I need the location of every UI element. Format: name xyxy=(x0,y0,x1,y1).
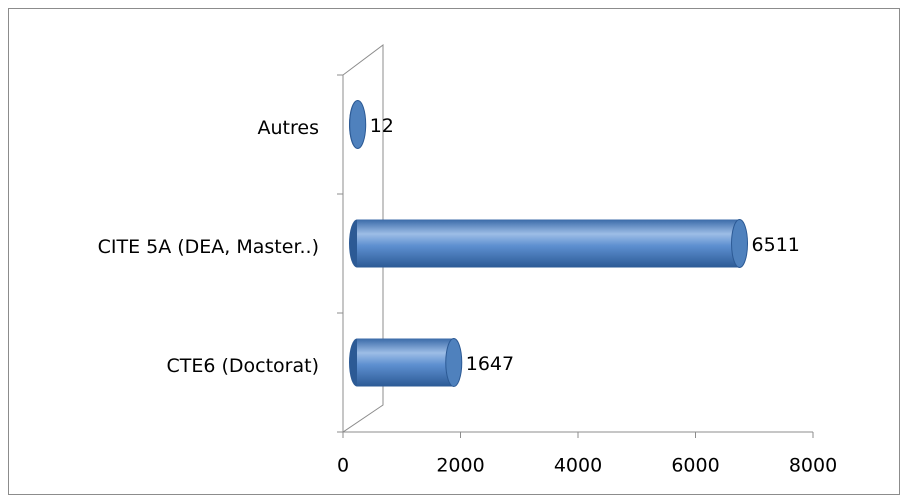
bar xyxy=(357,338,454,387)
x-tick-label: 4000 xyxy=(554,455,602,477)
x-tick-label: 0 xyxy=(337,455,349,477)
y-tick-label: Autres xyxy=(258,117,319,139)
data-label: 12 xyxy=(370,115,394,137)
bar-cap xyxy=(731,219,749,268)
x-tick-label: 6000 xyxy=(671,455,719,477)
bar-cap xyxy=(445,338,463,387)
data-label: 1647 xyxy=(466,353,514,375)
bar-cap xyxy=(349,100,367,149)
x-tick-label: 2000 xyxy=(436,455,484,477)
bar xyxy=(357,219,740,268)
y-tick-label: CTE6 (Doctorat) xyxy=(166,355,319,377)
data-label: 6511 xyxy=(752,234,800,256)
x-tick-label: 8000 xyxy=(789,455,837,477)
y-tick-label: CITE 5A (DEA, Master..) xyxy=(98,236,319,258)
